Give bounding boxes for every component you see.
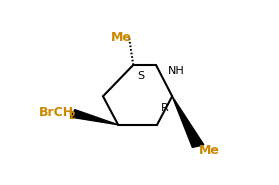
Text: NH: NH: [168, 66, 185, 76]
Text: S: S: [138, 71, 145, 81]
Text: Me: Me: [199, 144, 220, 157]
Polygon shape: [71, 110, 118, 125]
Text: R: R: [161, 103, 169, 113]
Text: BrCH: BrCH: [39, 106, 74, 119]
Polygon shape: [172, 96, 204, 147]
Text: 2: 2: [68, 110, 75, 120]
Text: Me: Me: [111, 31, 132, 44]
